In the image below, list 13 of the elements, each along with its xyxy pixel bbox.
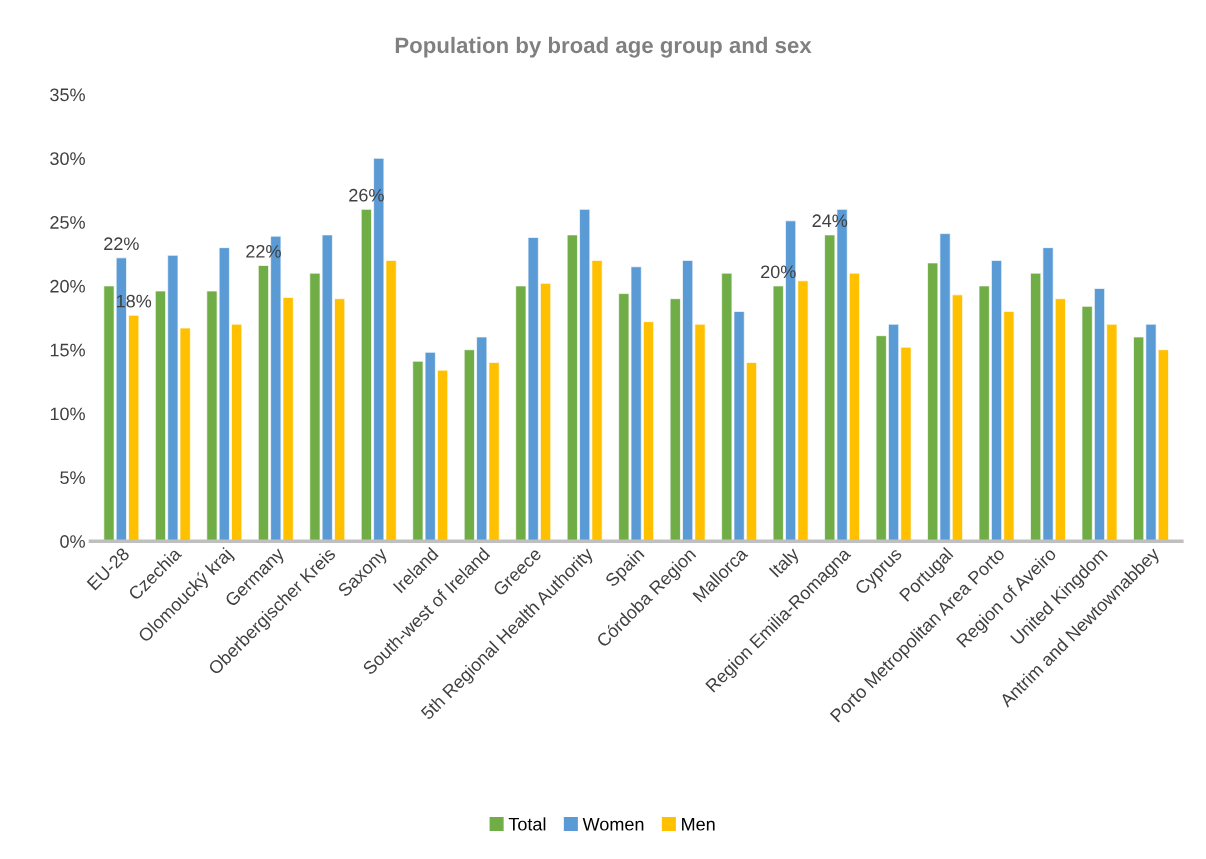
legend-label: Men xyxy=(682,817,715,831)
y-tick-label: 20% xyxy=(50,279,85,293)
chart-title: Population by broad age group and sex xyxy=(395,36,812,58)
y-tick-label: 15% xyxy=(50,343,85,357)
legend-label: Women xyxy=(582,817,644,831)
y-tick-label: 30% xyxy=(50,152,85,166)
y-tick-label: 35% xyxy=(50,88,85,102)
y-tick-label: 0% xyxy=(60,535,85,548)
legend-label: Total xyxy=(508,817,546,831)
y-tick-label: 5% xyxy=(60,471,85,485)
y-tick-label: 10% xyxy=(50,407,85,421)
y-tick-label: 25% xyxy=(50,216,85,229)
data-label: 22% xyxy=(104,237,139,251)
